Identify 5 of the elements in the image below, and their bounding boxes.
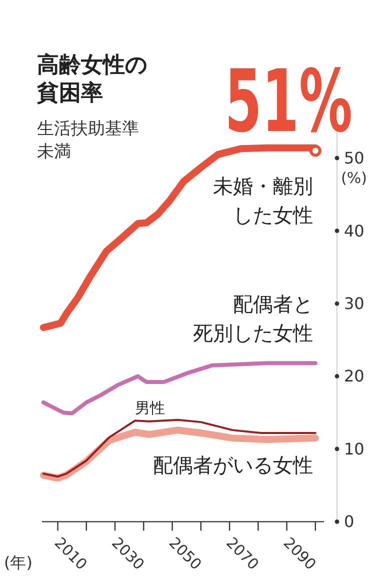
- ylabel: (%): [341, 169, 367, 188]
- xlabel: (年): [4, 553, 32, 572]
- title: 高齢女性の貧困率: [37, 52, 149, 108]
- annotation: 51%: [224, 51, 352, 152]
- subtitle: 生活扶助基準未満: [37, 118, 140, 164]
